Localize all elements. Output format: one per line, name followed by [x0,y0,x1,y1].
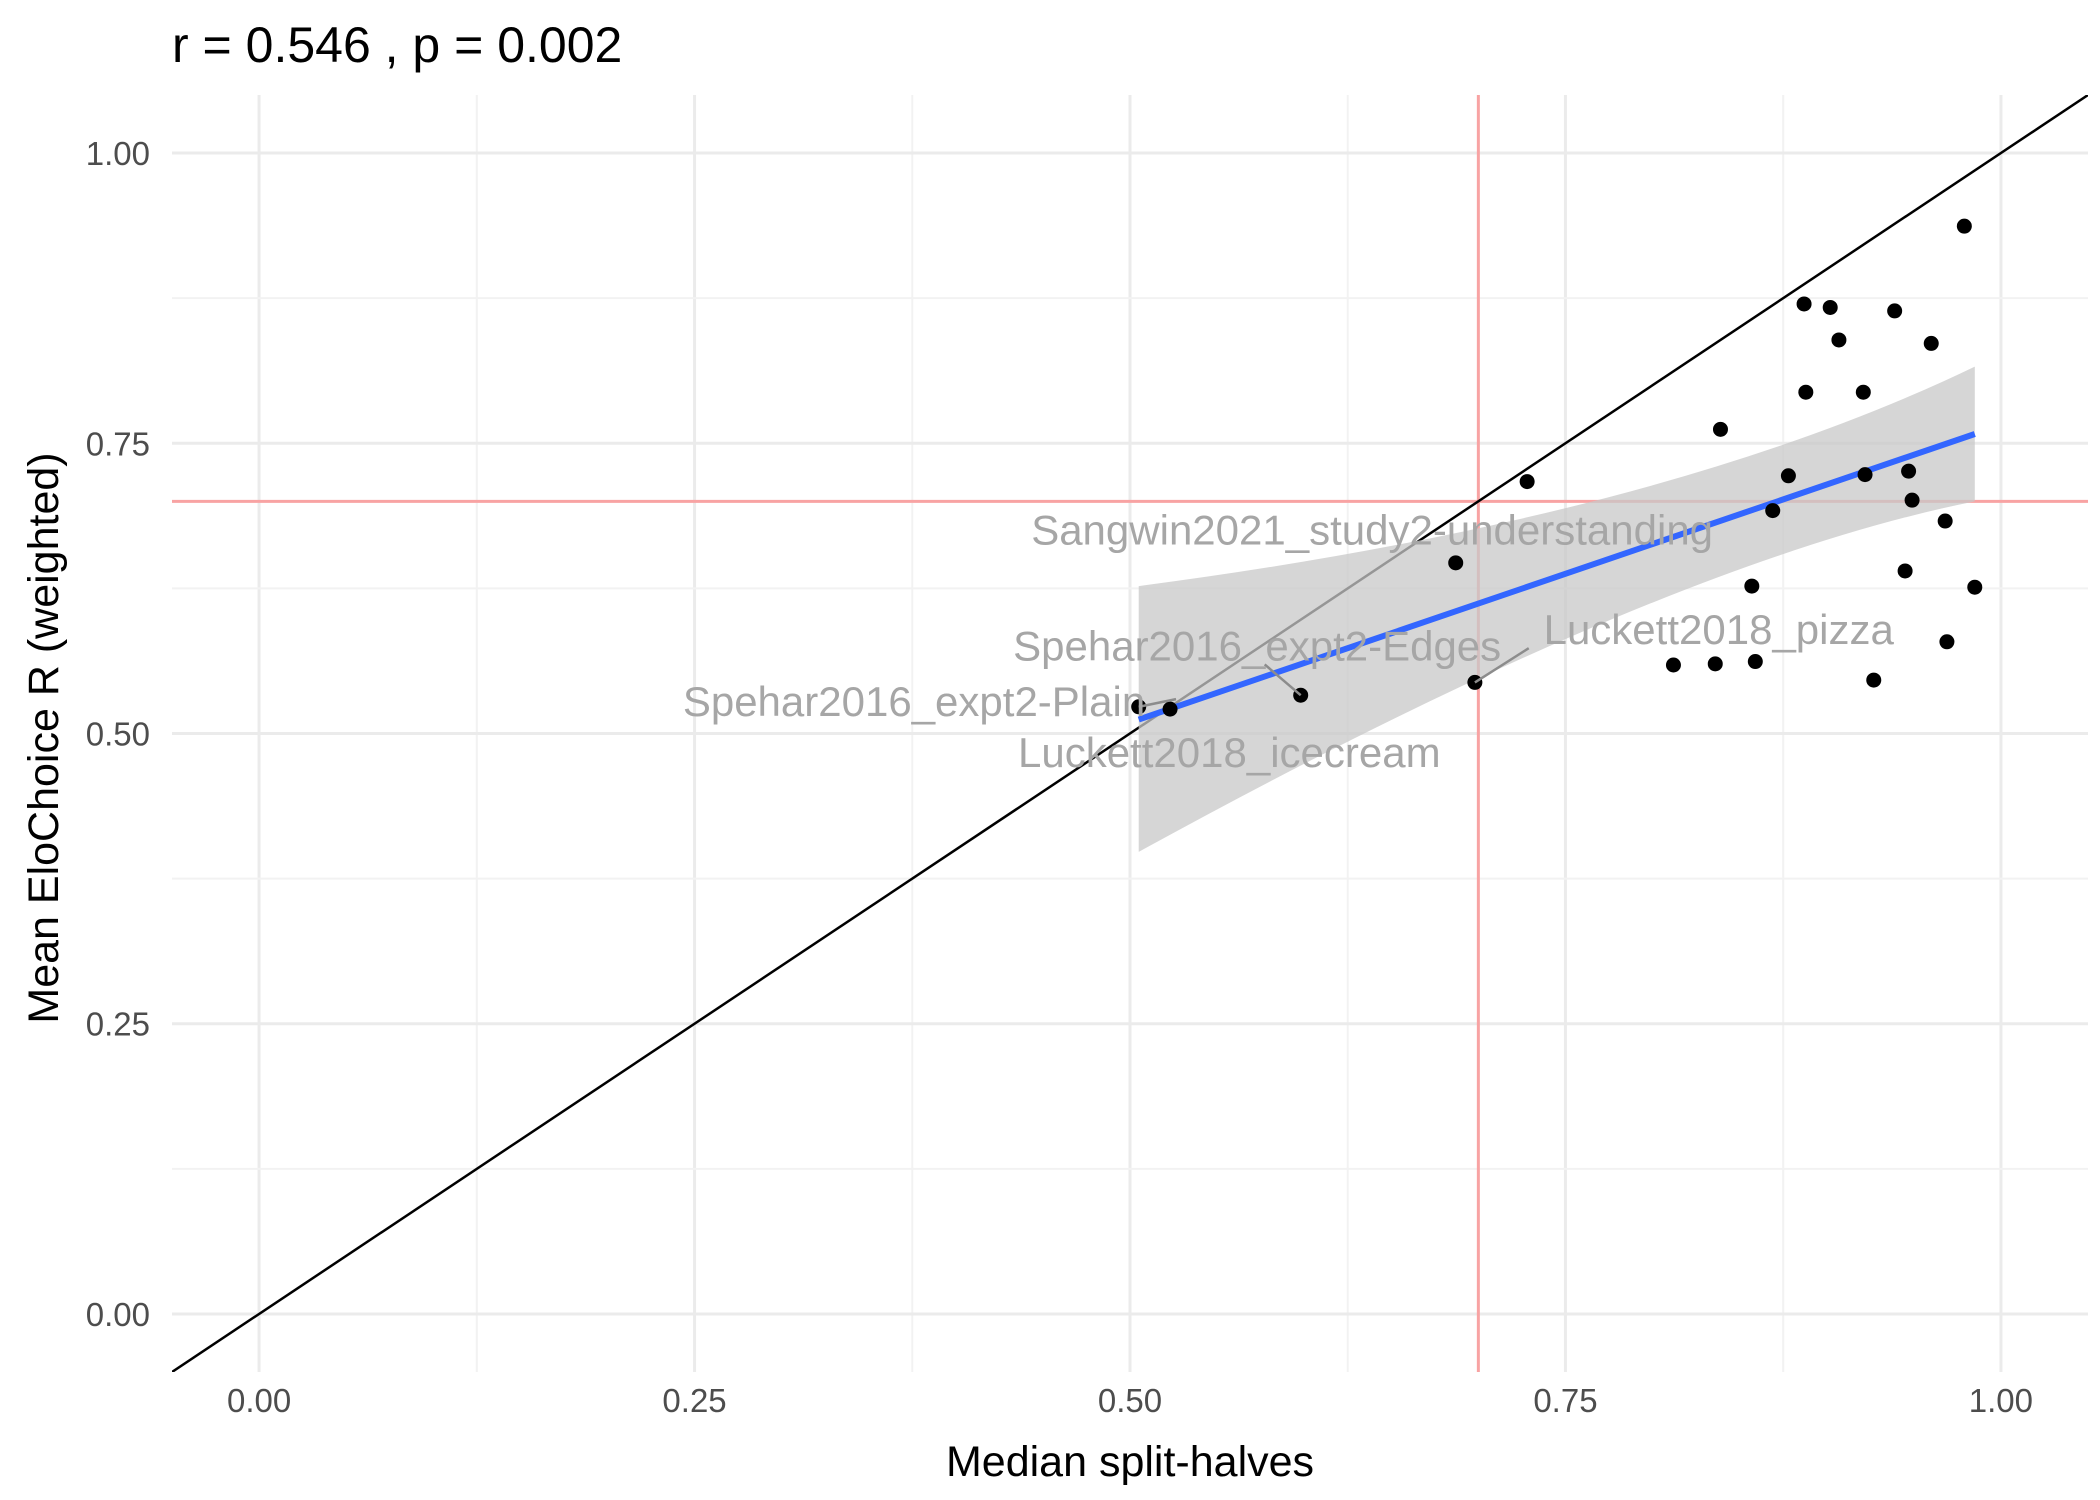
y-axis-title: Mean EloChoice R (weighted) [20,452,68,1023]
data-point [1904,492,1920,508]
annotation-leader-line [1263,663,1302,697]
data-point [1519,474,1535,490]
y-tick-label: 0.75 [86,425,150,462]
y-tick-label: 1.00 [86,135,150,172]
annotation-leader-line [1474,647,1530,684]
data-point [1857,467,1873,483]
annotation-label: Luckett2018_icecream [1018,729,1441,776]
data-point [1707,656,1723,672]
data-point [1765,503,1781,519]
annotation-label: Sangwin2021_study2-understanding [1031,506,1713,553]
data-point [1901,463,1917,479]
y-tick-label: 0.25 [86,1006,150,1043]
fit-line-layer [1137,431,1976,723]
data-point [1747,654,1763,670]
data-point [1448,555,1464,571]
data-point [1855,384,1871,400]
chart-title: r = 0.546 , p = 0.002 [172,17,622,73]
data-point [1796,296,1812,312]
identity-line [172,95,2088,1372]
data-point [1744,578,1760,594]
annotation-label: Luckett2018_pizza [1544,606,1895,653]
confidence-band-layer [1138,366,1975,852]
data-point [1798,384,1814,400]
y-tick-label: 0.50 [86,716,150,753]
x-axis-title: Median split-halves [946,1438,1314,1486]
x-tick-label: 0.75 [1533,1382,1597,1419]
data-point [1887,303,1903,319]
points-layer [1131,218,1983,717]
data-point [1956,218,1972,234]
data-point [1665,657,1681,673]
x-tick-label: 0.50 [1098,1382,1162,1419]
confidence-band [1138,366,1975,852]
data-point [1937,513,1953,529]
regression-line [1137,431,1976,723]
annotations-layer: Sangwin2021_study2-understanding Spehar20… [683,506,1895,776]
x-tick-label: 1.00 [1969,1382,2033,1419]
data-point [1831,332,1847,348]
data-point [1780,468,1796,484]
data-point [1967,579,1983,595]
data-point [1822,299,1838,315]
annotation-label: Spehar2016_expt2-Plain [683,678,1145,725]
annotation-label: Spehar2016_expt2-Edges [1013,622,1501,669]
tick-labels: 0.00 0.25 0.50 0.75 1.00 0.00 0.25 0.50 0.75 1.00 [86,135,2033,1419]
data-point [1866,672,1882,688]
data-point [1712,421,1728,437]
x-tick-label: 0.25 [662,1382,726,1419]
data-point [1897,563,1913,579]
y-tick-label: 0.00 [86,1296,150,1333]
x-tick-label: 0.00 [227,1382,291,1419]
data-point [1162,701,1178,717]
data-point [1939,634,1955,650]
data-point [1923,335,1939,351]
annotation-leader-line [1138,697,1177,709]
